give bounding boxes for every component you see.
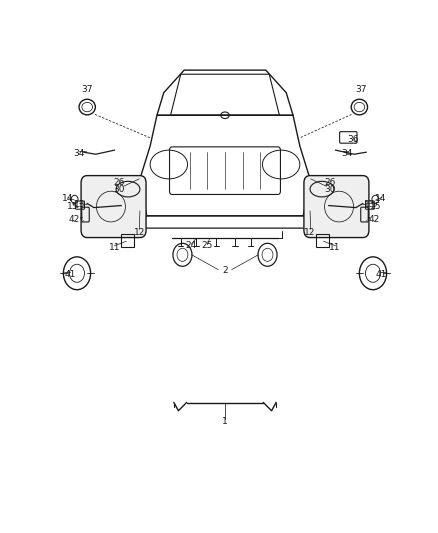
Text: 42: 42 <box>367 215 379 224</box>
FancyBboxPatch shape <box>81 175 146 238</box>
Text: 1: 1 <box>222 417 227 426</box>
Text: 24: 24 <box>185 241 196 251</box>
Text: 26: 26 <box>323 179 335 188</box>
Bar <box>315 235 328 247</box>
Text: 37: 37 <box>354 85 366 94</box>
Text: 36: 36 <box>346 135 358 144</box>
Text: 41: 41 <box>64 270 76 279</box>
Text: 42: 42 <box>69 215 80 224</box>
FancyBboxPatch shape <box>303 175 368 238</box>
Text: 11: 11 <box>109 244 120 252</box>
Text: 12: 12 <box>304 228 315 237</box>
Text: 13: 13 <box>363 200 374 209</box>
Text: 2: 2 <box>222 266 227 276</box>
Text: 30: 30 <box>323 185 335 195</box>
Bar <box>121 235 134 247</box>
Text: 25: 25 <box>201 241 212 251</box>
Text: 34: 34 <box>341 149 352 158</box>
Text: 12: 12 <box>133 228 145 237</box>
Text: 11: 11 <box>328 244 339 252</box>
Text: 41: 41 <box>374 270 385 279</box>
Text: 34: 34 <box>74 149 85 158</box>
Text: 15: 15 <box>369 203 381 211</box>
Text: 14: 14 <box>374 194 385 203</box>
Text: 14: 14 <box>62 194 73 203</box>
Text: 13: 13 <box>74 200 85 209</box>
Text: 15: 15 <box>67 203 78 211</box>
Text: 26: 26 <box>113 179 124 188</box>
Text: 37: 37 <box>81 85 93 94</box>
Text: 30: 30 <box>113 185 124 195</box>
